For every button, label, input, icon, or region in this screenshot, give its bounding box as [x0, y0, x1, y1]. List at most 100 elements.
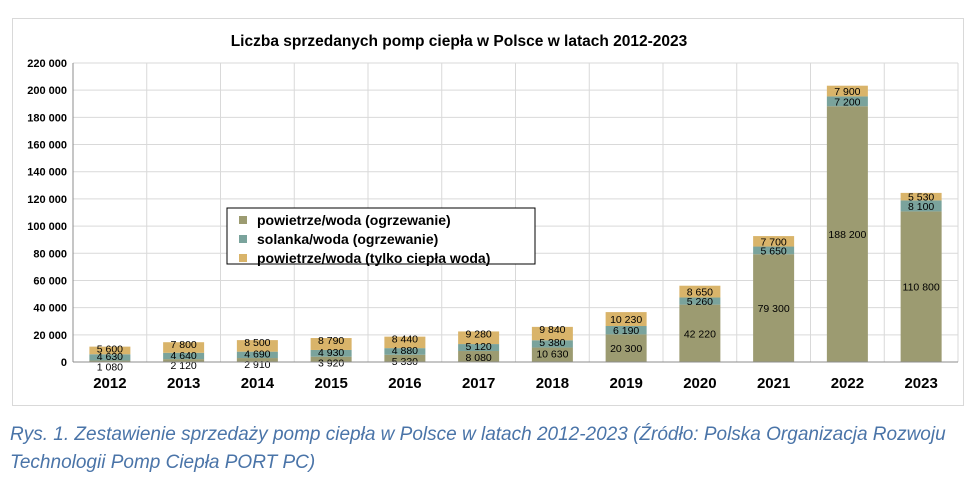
bar-segment: [531, 340, 573, 348]
data-label: 5 260: [687, 296, 713, 308]
data-label: 4 640: [170, 350, 196, 362]
legend-entry: powietrze/woda (tylko ciepła woda): [257, 250, 490, 266]
legend-box: [226, 207, 536, 265]
x-tick-label: 2012: [93, 375, 126, 392]
data-label: 20 300: [610, 343, 642, 355]
chart-frame: Liczba sprzedanych pomp ciepła w Polsce …: [12, 18, 964, 406]
data-label: 7 200: [834, 96, 860, 108]
bar-segment: [605, 334, 647, 362]
data-label: 4 930: [318, 347, 344, 359]
y-tick-label: 120 000: [27, 194, 67, 206]
x-tick-label: 2017: [462, 375, 495, 392]
bar-segment: [900, 200, 942, 212]
figure-caption: Rys. 1. Zestawienie sprzedaży pomp ciepł…: [10, 424, 946, 473]
bar-segment: [826, 96, 868, 107]
bar-segment: [310, 356, 352, 362]
bar-segment: [310, 349, 352, 357]
y-tick-label: 40 000: [33, 303, 67, 315]
data-label: 8 650: [687, 287, 713, 299]
x-tick-label: 2023: [904, 375, 937, 392]
data-label: 4 630: [97, 351, 123, 363]
chart-title: Liczba sprzedanych pomp ciepła w Polsce …: [231, 33, 688, 50]
x-tick-label: 2020: [683, 375, 716, 392]
bar-segment: [900, 192, 942, 201]
data-label: 4 880: [392, 345, 418, 357]
x-tick-label: 2016: [388, 375, 421, 392]
y-tick-label: 0: [61, 357, 67, 369]
y-tick-label: 60 000: [33, 275, 67, 287]
x-tick-label: 2014: [241, 375, 275, 392]
bar-segment: [236, 351, 278, 359]
data-label: 7 800: [170, 339, 196, 351]
y-tick-label: 220 000: [27, 58, 67, 70]
x-tick-label: 2019: [609, 375, 642, 392]
y-tick-label: 100 000: [27, 221, 67, 233]
data-label: 6 190: [613, 325, 639, 337]
legend-swatch: [239, 235, 247, 243]
bar-segment: [458, 351, 500, 362]
data-label: 10 630: [536, 349, 568, 361]
data-label: 2 120: [170, 360, 196, 372]
legend: powietrze/woda (ogrzewanie) solanka/woda …: [226, 207, 536, 266]
stacked-bar-chart: Liczba sprzedanych pomp ciepła w Polsce …: [27, 33, 959, 392]
legend-entry: powietrze/woda (ogrzewanie): [257, 212, 451, 228]
data-label: 5 380: [539, 337, 565, 349]
data-label: 5 650: [760, 245, 786, 257]
x-tick-label: 2018: [536, 375, 569, 392]
bar-segment: [826, 85, 868, 97]
bar-segment: [310, 338, 352, 350]
bar-segment: [679, 304, 721, 362]
bar-segment: [900, 211, 942, 362]
bar-segment: [236, 358, 278, 362]
data-label: 10 230: [610, 314, 642, 326]
data-label: 8 500: [244, 337, 270, 349]
data-label: 1 080: [97, 362, 123, 374]
data-label: 8 080: [465, 352, 491, 364]
legend-swatch: [239, 216, 247, 224]
bar-segment: [605, 325, 647, 335]
data-label: 2 910: [244, 359, 270, 371]
data-label: 9 840: [539, 324, 565, 336]
x-tick-label: 2013: [167, 375, 200, 392]
x-tick-label: 2015: [314, 375, 347, 392]
y-tick-label: 80 000: [33, 248, 67, 260]
x-tick-label: 2022: [831, 375, 864, 392]
bar-segment: [384, 348, 426, 355]
data-label: 3 920: [318, 358, 344, 370]
bar-segment: [163, 352, 205, 360]
data-label: 110 800: [903, 282, 940, 294]
data-label: 7 900: [834, 86, 860, 98]
bar-segment: [384, 354, 426, 362]
bar-segment: [236, 340, 278, 352]
y-tick-label: 140 000: [27, 167, 67, 179]
bar-segment: [531, 326, 573, 341]
legend-entry: solanka/woda (ogrzewanie): [257, 231, 438, 247]
bar-segment: [384, 336, 426, 349]
data-label: 5 600: [97, 344, 123, 356]
y-tick-label: 20 000: [33, 330, 67, 342]
bar-segment: [89, 354, 131, 361]
y-tick-label: 180 000: [27, 112, 67, 124]
data-label: 42 220: [684, 328, 716, 340]
x-tick-label: 2021: [757, 375, 790, 392]
data-label: 188 200: [828, 229, 866, 241]
legend-swatch: [239, 254, 247, 262]
bar-segment: [163, 359, 205, 362]
data-label: 8 100: [908, 201, 934, 213]
y-tick-label: 160 000: [27, 140, 67, 152]
data-label: 8 790: [318, 335, 344, 347]
data-label: 4 690: [244, 349, 270, 361]
bar-segment: [753, 246, 795, 255]
data-label: 9 280: [465, 328, 491, 340]
bar-segment: [163, 342, 205, 353]
bar-segment: [605, 312, 647, 326]
data-label: 5 120: [465, 341, 491, 353]
bar-segment: [753, 236, 795, 247]
data-label: 79 300: [758, 303, 790, 315]
bar-segment: [753, 254, 795, 362]
bar-segment: [826, 106, 868, 363]
bar-segment: [89, 360, 131, 362]
data-label: 5 530: [908, 192, 934, 204]
y-tick-label: 200 000: [27, 85, 67, 97]
bar-segment: [89, 346, 131, 355]
